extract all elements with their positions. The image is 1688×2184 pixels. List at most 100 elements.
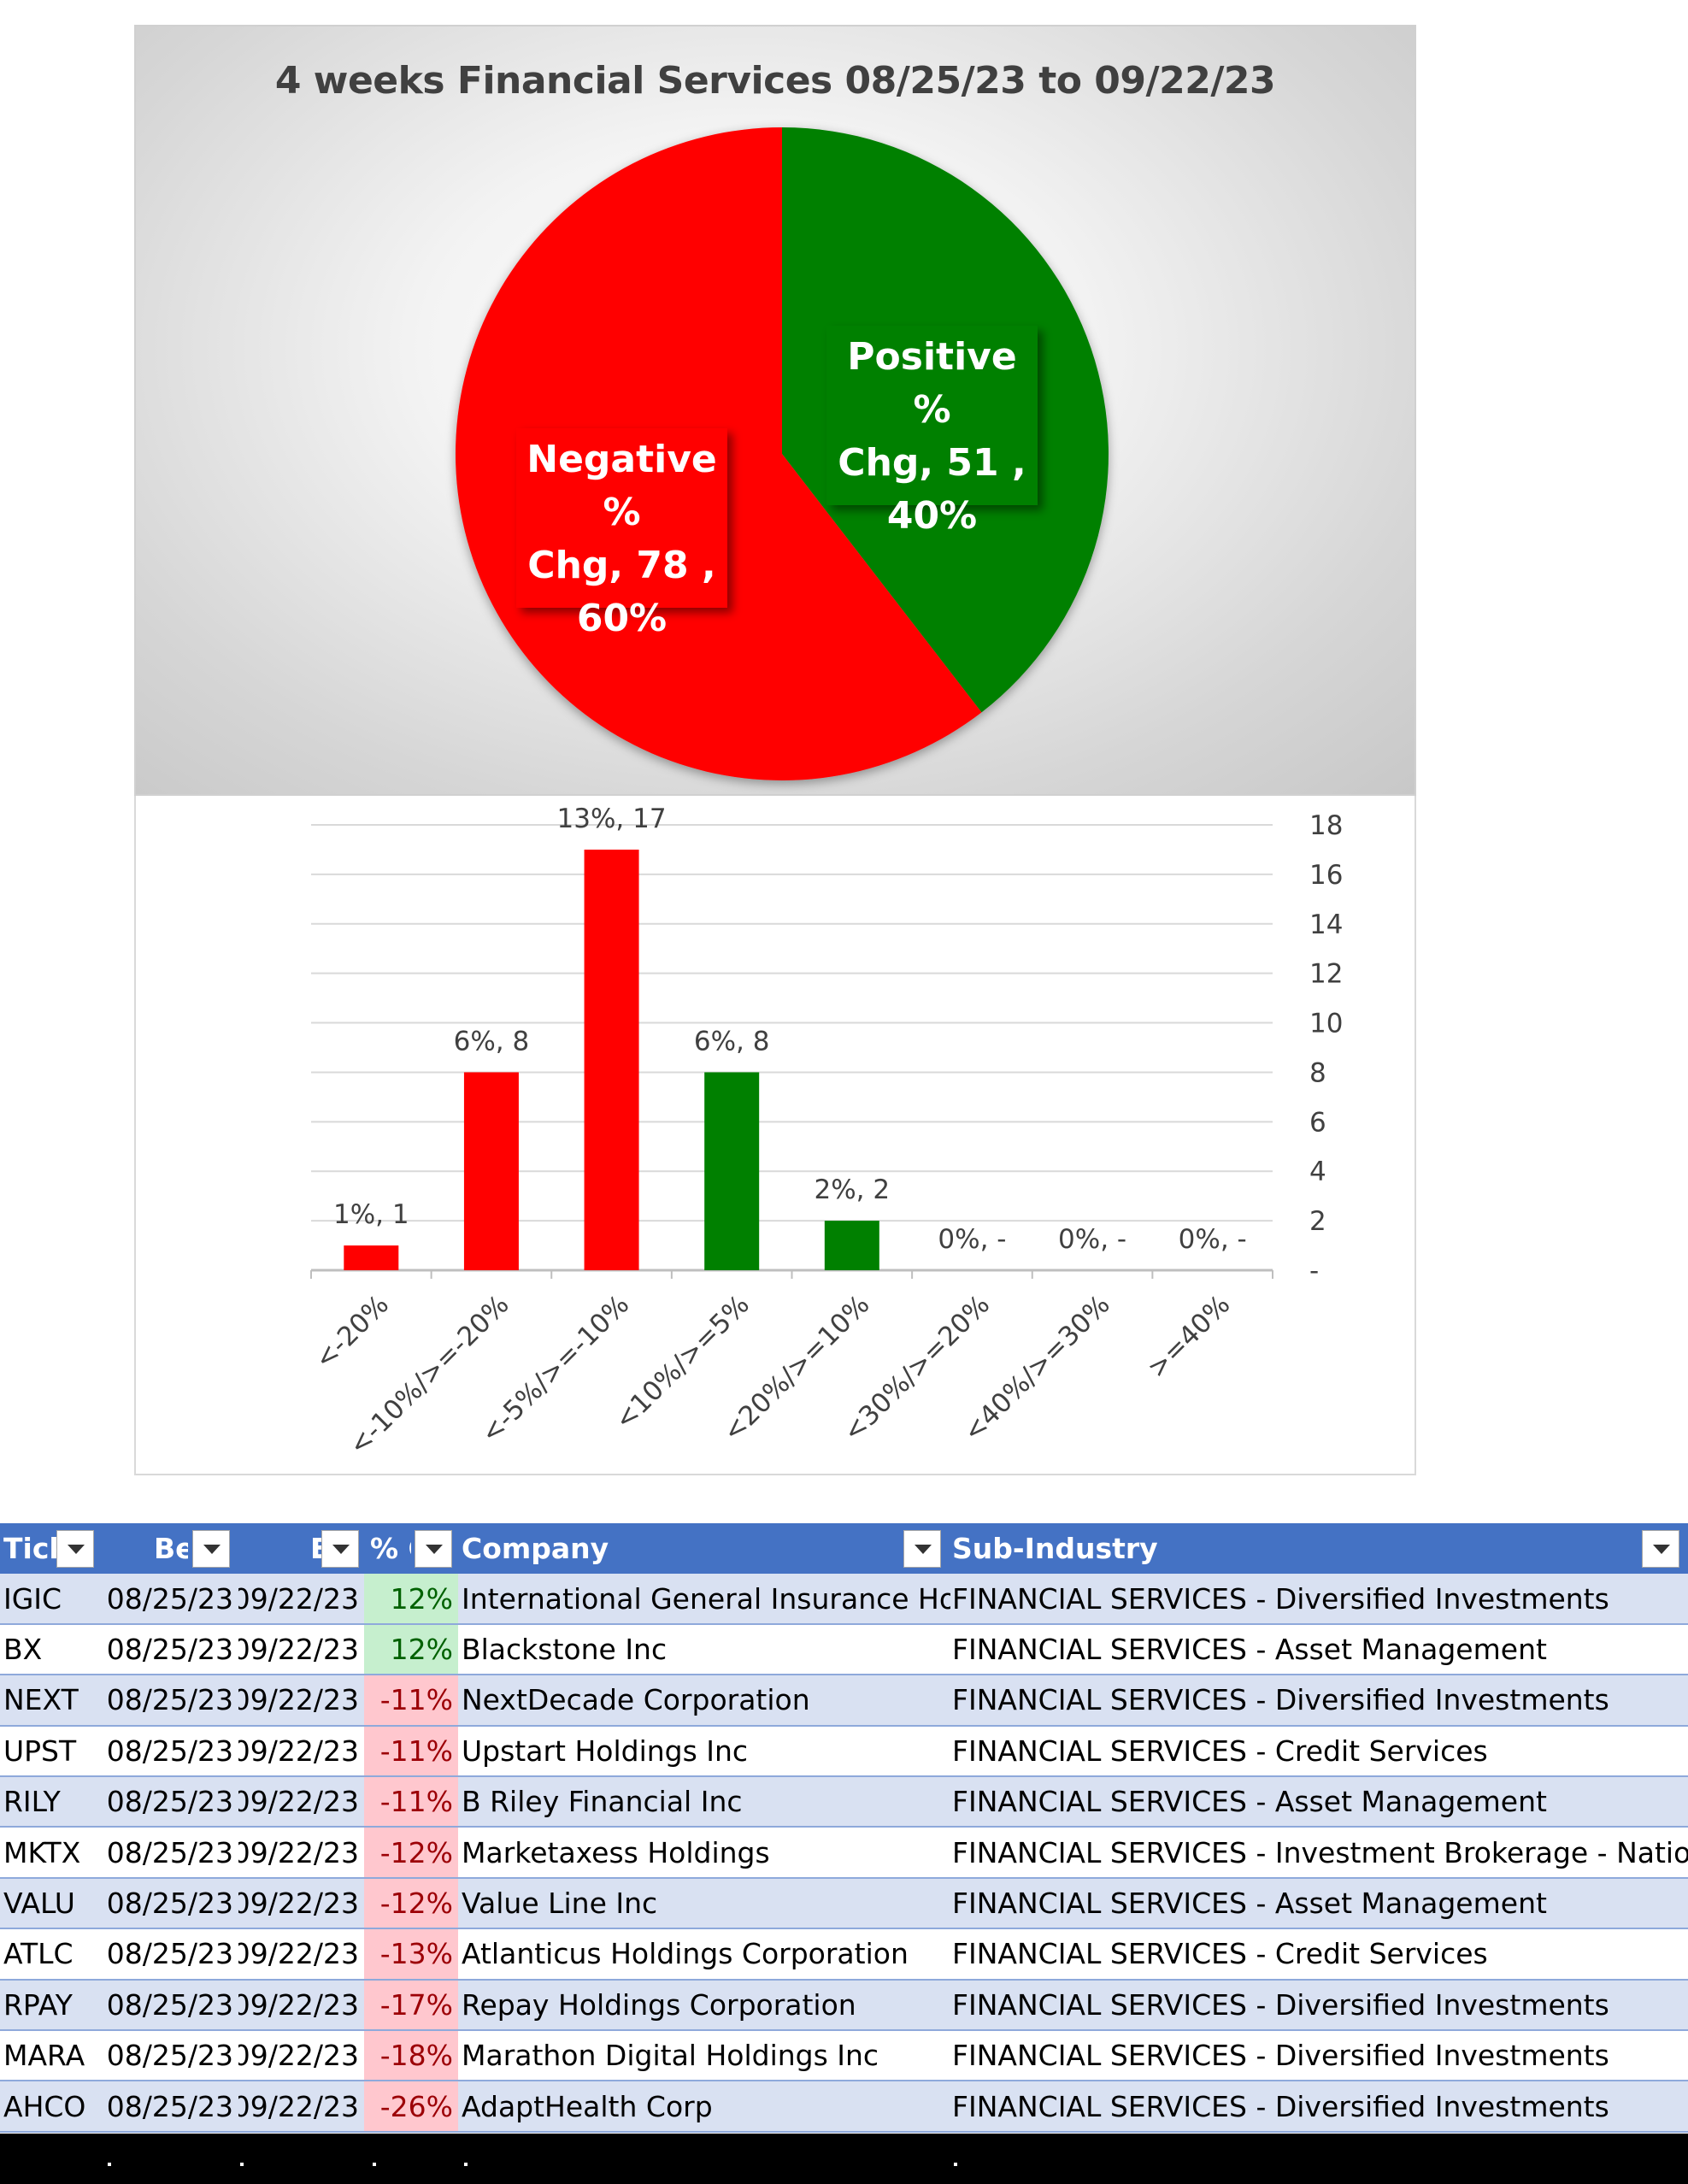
begin-date-cell: 08/25/23	[106, 2089, 233, 2123]
end-date-cell: 09/22/23	[238, 1785, 359, 1819]
company-cell: International General Insurance Hold	[462, 1581, 950, 1616]
begin-date-cell: 08/25/23	[106, 1632, 233, 1666]
pie-chart-panel: 4 weeks Financial Services 08/25/23 to 0…	[134, 25, 1416, 796]
pie-label-line: Chg, 51 ,	[838, 441, 1026, 485]
header-begin: Be	[154, 1532, 188, 1566]
pie-chart-title: 4 weeks Financial Services 08/25/23 to 0…	[274, 59, 1276, 103]
bar	[584, 849, 639, 1270]
begin-date-cell: 08/25/23	[106, 1734, 233, 1768]
dot-marker	[464, 2163, 468, 2166]
bar-data-label: 0%, -	[1058, 1224, 1126, 1255]
pct-change-cell: -13%	[364, 1929, 458, 1979]
begin-date-cell: 08/25/23	[106, 1987, 233, 2022]
filter-dropdown-icon[interactable]	[1642, 1530, 1679, 1568]
begin-date-cell: 08/25/23	[106, 1581, 233, 1616]
pie-label-line: Positive %	[847, 335, 1017, 432]
company-cell: AdaptHealth Corp	[462, 2089, 713, 2123]
end-date-cell: 09/22/23	[238, 1835, 359, 1869]
pct-change-cell: -18%	[364, 2031, 458, 2081]
table-row[interactable]: AHCO 08/25/23 09/22/23 -26% AdaptHealth Corp…	[0, 2081, 1688, 2133]
y-tick-label: -	[1309, 1256, 1319, 1286]
ticker-cell: RPAY	[3, 1987, 73, 2022]
sub-industry-cell: FINANCIAL SERVICES - Diversified Investm…	[952, 2089, 1609, 2123]
pct-change-cell: 12%	[364, 1624, 458, 1675]
bar-chart-panel: -2 4 6 8 10 12 14 16 18 1%, 1 <-20% 6%, 8 <-10%/>=-2…	[134, 796, 1416, 1475]
company-cell: Upstart Holdings Inc	[462, 1734, 749, 1768]
end-date-cell: 09/22/23	[238, 1937, 359, 1971]
ticker-cell: IGIC	[3, 1581, 62, 1616]
sub-industry-cell: FINANCIAL SERVICES - Diversified Investm…	[952, 1581, 1609, 1616]
sub-industry-cell: FINANCIAL SERVICES - Diversified Investm…	[952, 1683, 1609, 1717]
y-tick-label: 8	[1309, 1057, 1326, 1088]
y-tick-label: 4	[1309, 1157, 1326, 1187]
pct-change-cell: -11%	[364, 1726, 458, 1775]
table-row[interactable]: MKTX 08/25/23 09/22/23 -12% Marketaxess Hold…	[0, 1828, 1688, 1879]
pct-change-cell: -12%	[364, 1878, 458, 1928]
sub-industry-cell: FINANCIAL SERVICES - Asset Management	[952, 1632, 1547, 1666]
table-header-row: Tick Be E % C Company Sub-Industry	[0, 1523, 1688, 1576]
bar-data-label: 0%, -	[938, 1224, 1006, 1255]
company-cell: Marketaxess Holdings	[462, 1835, 770, 1869]
begin-date-cell: 08/25/23	[106, 1835, 233, 1869]
begin-date-cell: 08/25/23	[106, 2039, 233, 2073]
bottom-black-bar	[0, 2134, 1688, 2184]
sub-industry-cell: FINANCIAL SERVICES - Credit Services	[952, 1937, 1488, 1971]
table-row[interactable]: MARA 08/25/23 09/22/23 -18% Marathon Digital…	[0, 2031, 1688, 2082]
filter-dropdown-icon[interactable]	[56, 1530, 94, 1568]
y-tick-label: 12	[1309, 959, 1343, 990]
ticker-cell: AHCO	[3, 2089, 86, 2123]
dot-marker	[240, 2163, 244, 2166]
y-tick-label: 6	[1309, 1107, 1326, 1138]
dot-marker	[373, 2163, 376, 2166]
table-row[interactable]: VALU 08/25/23 09/22/23 -12% Value Line Inc FI…	[0, 1878, 1688, 1930]
table-row[interactable]: BX 08/25/23 09/22/23 12% Blackstone Inc FINAN…	[0, 1624, 1688, 1676]
bar-data-label: 6%, 8	[454, 1026, 530, 1057]
table-row[interactable]: UPST 08/25/23 09/22/23 -11% Upstart Holdings…	[0, 1726, 1688, 1777]
bar-data-label: 0%, -	[1179, 1224, 1247, 1255]
company-cell: Atlanticus Holdings Corporation	[462, 1937, 909, 1971]
ticker-cell: MARA	[3, 2039, 85, 2073]
filter-dropdown-icon[interactable]	[415, 1530, 452, 1568]
bar	[344, 1245, 399, 1270]
x-category-label: >=40%	[1141, 1289, 1236, 1384]
end-date-cell: 09/22/23	[238, 1886, 359, 1920]
ticker-cell: BX	[3, 1632, 43, 1666]
company-cell: Blackstone Inc	[462, 1632, 668, 1666]
ticker-cell: MKTX	[3, 1835, 81, 1869]
end-date-cell: 09/22/23	[238, 1683, 359, 1717]
begin-date-cell: 08/25/23	[106, 1683, 233, 1717]
bar	[824, 1221, 879, 1270]
y-tick-label: 2	[1309, 1206, 1326, 1237]
company-cell: Value Line Inc	[462, 1886, 658, 1920]
end-date-cell: 09/22/23	[238, 1987, 359, 2022]
x-category-label: <-20%	[309, 1289, 395, 1375]
end-date-cell: 09/22/23	[238, 1734, 359, 1768]
ticker-cell: UPST	[3, 1734, 77, 1768]
table-row[interactable]: RILY 08/25/23 09/22/23 -11% B Riley Financia…	[0, 1777, 1688, 1828]
table-row[interactable]: RPAY 08/25/23 09/22/23 -17% Repay Holdings C…	[0, 1980, 1688, 2031]
pie-label-line: 40%	[886, 494, 978, 538]
table-row[interactable]: IGIC 08/25/23 09/22/23 12% International Gen…	[0, 1574, 1688, 1625]
company-cell: Repay Holdings Corporation	[462, 1987, 856, 2022]
begin-date-cell: 08/25/23	[106, 1937, 233, 1971]
pie-label-negative: Negative % Chg, 78 , 60%	[516, 428, 727, 640]
sub-industry-cell: FINANCIAL SERVICES - Asset Management	[952, 1785, 1547, 1819]
header-sub-industry: Sub-Industry	[952, 1532, 1158, 1566]
bar	[704, 1072, 760, 1270]
table-row[interactable]: NEXT 08/25/23 09/22/23 -11% NextDecade Corpo…	[0, 1675, 1688, 1727]
header-company: Company	[462, 1532, 609, 1566]
filter-dropdown-icon[interactable]	[321, 1530, 359, 1568]
pie-chart	[456, 127, 1109, 780]
bar-data-label: 1%, 1	[333, 1199, 409, 1230]
sub-industry-cell: FINANCIAL SERVICES - Diversified Investm…	[952, 1987, 1609, 2022]
y-tick-label: 14	[1309, 910, 1343, 940]
pct-change-cell: -26%	[364, 2081, 458, 2131]
bar-data-label: 13%, 17	[557, 804, 667, 834]
table-row[interactable]: ATLC 08/25/23 09/22/23 -13% Atlanticus Holdi…	[0, 1929, 1688, 1981]
company-cell: B Riley Financial Inc	[462, 1785, 743, 1819]
filter-dropdown-icon[interactable]	[903, 1530, 941, 1568]
pie-label-line: 60%	[576, 597, 668, 640]
filter-dropdown-icon[interactable]	[192, 1530, 230, 1568]
pie-label-positive: Positive % Chg, 51 , 40%	[826, 326, 1038, 538]
y-tick-label: 18	[1309, 810, 1343, 841]
